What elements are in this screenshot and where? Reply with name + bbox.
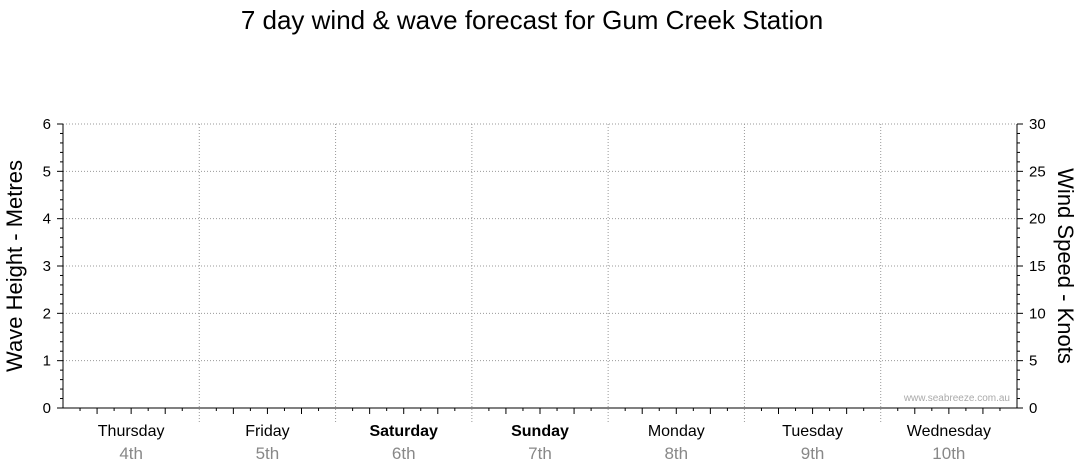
grid-lines (63, 123, 1017, 422)
y-right-tick-label: 5 (1029, 353, 1037, 370)
date-label: 10th (932, 444, 965, 463)
watermark-text: www.seabreeze.com.au (903, 393, 1010, 404)
y-right-tick-label: 20 (1029, 211, 1046, 228)
day-label: Sunday (511, 423, 569, 440)
y-left-tick-label: 4 (43, 211, 51, 228)
date-label: 5th (256, 444, 280, 463)
date-label: 6th (392, 444, 416, 463)
day-label: Monday (648, 423, 705, 440)
date-label: 8th (664, 444, 688, 463)
day-label: Tuesday (782, 423, 843, 440)
day-label: Saturday (369, 423, 438, 440)
date-label: 4th (119, 444, 143, 463)
day-label: Thursday (98, 423, 165, 440)
y-right-tick-label: 30 (1029, 116, 1046, 133)
y-left-tick-label: 1 (43, 353, 51, 370)
date-label: 7th (528, 444, 552, 463)
y-axis-right-title: Wind Speed - Knots (1053, 168, 1078, 364)
y-left-tick-label: 5 (43, 163, 51, 180)
y-axis-left-title: Wave Height - Metres (2, 160, 27, 372)
y-right-tick-label: 15 (1029, 258, 1046, 275)
y-left-tick-label: 6 (43, 116, 51, 133)
y-left-tick-label: 3 (43, 258, 51, 275)
y-left-tick-label: 0 (43, 400, 51, 417)
date-label: 9th (801, 444, 825, 463)
axis-labels: 0 01 52 103 154 205 256 30Thursday4thFriday5thS… (43, 116, 1046, 463)
chart-title: 7 day wind & wave forecast for Gum Creek… (240, 5, 824, 35)
axes (57, 123, 1023, 414)
y-right-tick-label: 10 (1029, 305, 1046, 322)
day-label: Wednesday (907, 423, 991, 440)
y-left-tick-label: 2 (43, 305, 51, 322)
y-right-tick-label: 0 (1029, 400, 1037, 417)
y-right-tick-label: 25 (1029, 163, 1046, 180)
day-label: Friday (245, 423, 289, 440)
